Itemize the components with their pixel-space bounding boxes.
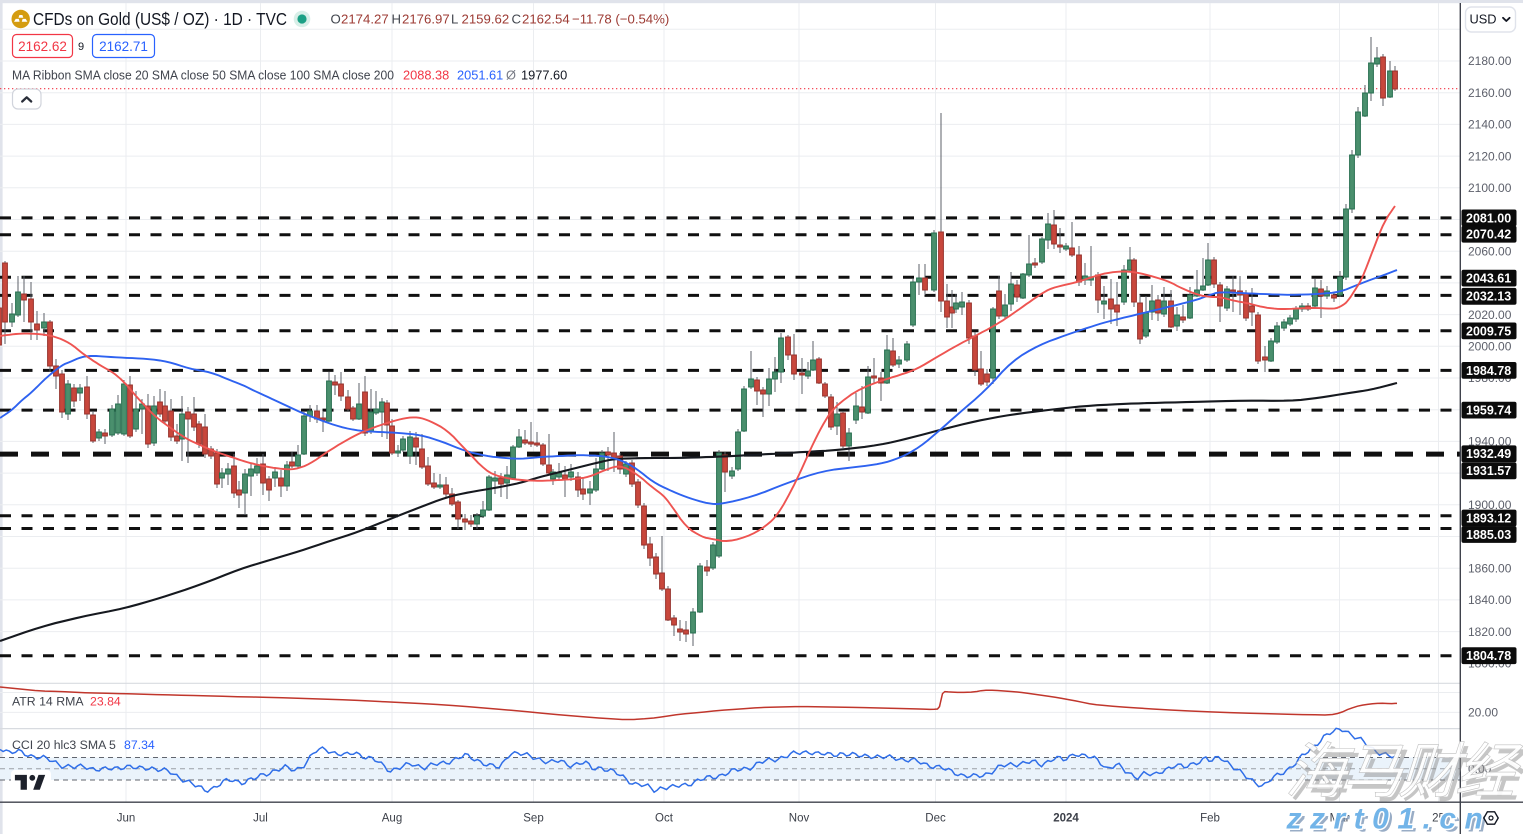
svg-text:87.34: 87.34 xyxy=(124,738,155,752)
svg-text:2000.00: 2000.00 xyxy=(1468,340,1512,354)
svg-text:H: H xyxy=(392,12,402,27)
svg-text:O: O xyxy=(331,12,341,27)
svg-text:9: 9 xyxy=(78,41,84,53)
svg-text:Dec: Dec xyxy=(925,813,946,825)
svg-text:Jul: Jul xyxy=(253,813,268,825)
svg-text:Jun: Jun xyxy=(117,813,136,825)
svg-text:2180.00: 2180.00 xyxy=(1468,54,1512,68)
svg-text:Nov: Nov xyxy=(789,813,810,825)
svg-text:2081.00: 2081.00 xyxy=(1466,211,1511,225)
svg-text:1820.00: 1820.00 xyxy=(1468,625,1512,639)
svg-text:23.84: 23.84 xyxy=(90,695,121,709)
svg-text:2060.00: 2060.00 xyxy=(1468,244,1512,258)
svg-text:L: L xyxy=(451,12,458,27)
svg-text:2020.00: 2020.00 xyxy=(1468,308,1512,322)
svg-text:2051.61: 2051.61 xyxy=(457,68,503,83)
svg-text:1977.60: 1977.60 xyxy=(521,68,567,83)
svg-text:2009.75: 2009.75 xyxy=(1466,324,1511,338)
svg-text:2120.00: 2120.00 xyxy=(1468,149,1512,163)
svg-text:2159.62: 2159.62 xyxy=(462,12,510,27)
svg-text:2070.42: 2070.42 xyxy=(1466,228,1511,242)
svg-text:USD: USD xyxy=(1470,12,1497,27)
svg-text:zzrt01.cn: zzrt01.cn xyxy=(1289,806,1495,834)
svg-text:2174.27: 2174.27 xyxy=(341,12,389,27)
svg-text:Oct: Oct xyxy=(655,813,674,825)
svg-text:Sep: Sep xyxy=(523,813,543,825)
svg-text:Mar: Mar xyxy=(1330,813,1350,825)
svg-text:MA Ribbon SMA close 20 SMA clo: MA Ribbon SMA close 20 SMA close 50 SMA … xyxy=(12,68,394,83)
svg-text:2024: 2024 xyxy=(1053,813,1079,825)
svg-text:2100.00: 2100.00 xyxy=(1468,181,1512,195)
svg-text:1932.49: 1932.49 xyxy=(1466,447,1511,461)
svg-text:zzrt01.cn: zzrt01.cn xyxy=(1286,803,1492,834)
svg-text:ATR 14 RMA: ATR 14 RMA xyxy=(12,695,84,709)
svg-text:2162.54: 2162.54 xyxy=(522,12,570,27)
svg-text:1860.00: 1860.00 xyxy=(1468,561,1512,575)
svg-text:海马财经: 海马财经 xyxy=(1284,738,1523,805)
svg-text:zzrt01.cn: zzrt01.cn xyxy=(1286,803,1492,834)
svg-text:CCI 20 hlc3 SMA 5: CCI 20 hlc3 SMA 5 xyxy=(12,738,116,752)
svg-text:1840.00: 1840.00 xyxy=(1468,593,1512,607)
svg-text:1804.78: 1804.78 xyxy=(1466,649,1511,663)
svg-text:1885.03: 1885.03 xyxy=(1466,528,1511,542)
svg-text:Feb: Feb xyxy=(1200,813,1220,825)
svg-text:C: C xyxy=(512,12,522,27)
svg-text:20.00: 20.00 xyxy=(1468,706,1498,720)
svg-text:1931.57: 1931.57 xyxy=(1466,464,1511,478)
svg-text:2088.38: 2088.38 xyxy=(403,68,449,83)
svg-text:2043.61: 2043.61 xyxy=(1466,272,1511,286)
svg-text:CFDs on Gold (US$ / OZ) · 1D ·: CFDs on Gold (US$ / OZ) · 1D · TVC xyxy=(33,9,287,29)
svg-text:2140.00: 2140.00 xyxy=(1468,118,1512,132)
svg-text:1940.00: 1940.00 xyxy=(1468,435,1512,449)
svg-text:−11.78 (−0.54%): −11.78 (−0.54%) xyxy=(572,12,669,27)
svg-text:2160.00: 2160.00 xyxy=(1468,86,1512,100)
svg-text:2162.62: 2162.62 xyxy=(18,39,67,54)
svg-text:25: 25 xyxy=(1432,813,1445,825)
svg-text:1900.00: 1900.00 xyxy=(1468,498,1512,512)
svg-text:Aug: Aug xyxy=(382,813,402,825)
svg-text:2032.13: 2032.13 xyxy=(1466,290,1511,304)
svg-text:2176.97: 2176.97 xyxy=(402,12,450,27)
svg-text:Ø: Ø xyxy=(506,68,516,83)
svg-text:0.00: 0.00 xyxy=(1468,762,1492,776)
svg-text:1893.12: 1893.12 xyxy=(1466,511,1511,525)
svg-text:1984.78: 1984.78 xyxy=(1466,364,1511,378)
svg-text:1959.74: 1959.74 xyxy=(1466,404,1511,418)
svg-text:海马财经: 海马财经 xyxy=(1288,743,1523,810)
svg-text:2162.71: 2162.71 xyxy=(99,39,148,54)
